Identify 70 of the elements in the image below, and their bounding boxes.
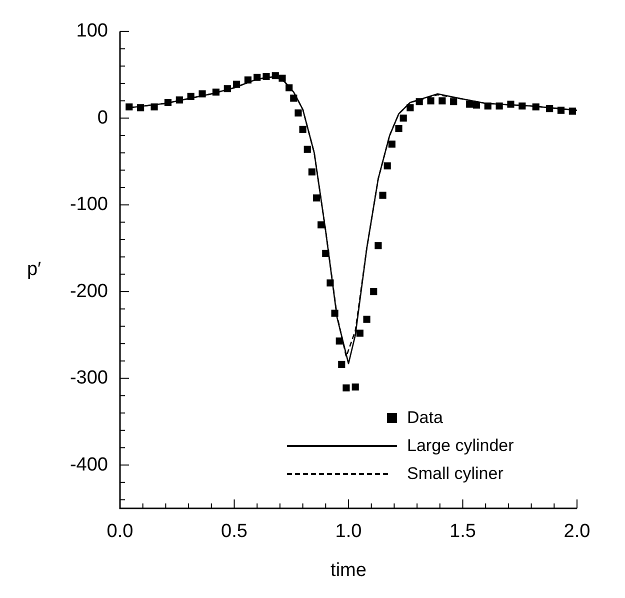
legend-label: Data: [407, 408, 443, 428]
point: [532, 103, 540, 110]
point: [400, 114, 407, 122]
x-tick-label: 0.0: [106, 521, 134, 542]
point: [322, 250, 330, 257]
point: [352, 383, 359, 391]
point: [484, 102, 492, 110]
point: [198, 90, 206, 98]
point: [363, 316, 370, 323]
point: [286, 84, 293, 92]
x-tick-label: 1.5: [450, 521, 476, 542]
point: [438, 97, 446, 104]
point: [187, 92, 194, 100]
point: [176, 96, 183, 104]
point: [126, 103, 133, 110]
point: [150, 103, 158, 110]
point: [568, 108, 576, 115]
point: [304, 146, 311, 153]
point: [546, 105, 554, 112]
point: [466, 100, 474, 108]
point: [384, 162, 391, 170]
y-tick-label: -200: [70, 280, 108, 302]
point: [290, 94, 298, 102]
point: [472, 102, 480, 109]
point: [331, 310, 338, 317]
point: [427, 97, 434, 104]
point: [318, 221, 325, 228]
point: [374, 242, 382, 250]
point: [450, 98, 458, 106]
point: [294, 109, 302, 116]
y-tick-label: 100: [76, 20, 108, 42]
y-tick-label: -100: [70, 194, 108, 216]
legend-label: Large cylinder: [407, 436, 514, 456]
y-tick-label: -300: [70, 368, 108, 389]
x-tick-label: 1.0: [335, 521, 362, 542]
point: [299, 126, 306, 133]
point: [395, 125, 402, 132]
point: [388, 140, 396, 148]
point: [278, 74, 286, 82]
point: [212, 88, 220, 96]
point: [254, 74, 261, 81]
point: [416, 98, 423, 106]
point: [370, 288, 378, 296]
point: [164, 98, 172, 106]
x-tick-label: 0.5: [221, 521, 248, 542]
x-tick-label: 2.0: [564, 521, 590, 542]
y-axis-title: p′: [26, 259, 42, 280]
legend-label: Small cyliner: [407, 464, 504, 484]
point: [262, 72, 270, 80]
point: [137, 104, 144, 112]
point: [244, 76, 252, 84]
point: [406, 104, 414, 112]
point: [518, 102, 526, 110]
point: [379, 192, 386, 199]
point: [557, 106, 565, 114]
point: [507, 100, 514, 108]
point: [338, 360, 346, 368]
point: [496, 102, 503, 110]
point: [342, 384, 350, 392]
y-tick-label: -400: [70, 454, 108, 476]
y-tick-label: 0: [97, 107, 108, 128]
point: [356, 330, 364, 337]
point: [312, 194, 320, 202]
point: [336, 337, 343, 345]
point: [233, 80, 240, 88]
point: [224, 85, 231, 92]
x-axis-title: time: [330, 560, 366, 581]
point: [308, 168, 316, 176]
point: [326, 279, 334, 286]
point: [272, 72, 279, 80]
